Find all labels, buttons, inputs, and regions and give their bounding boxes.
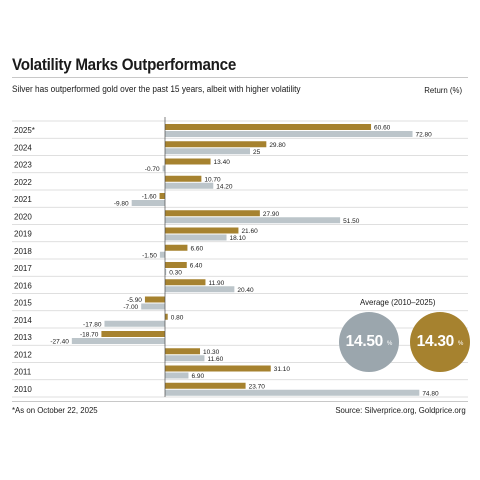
gold-bar	[165, 141, 267, 148]
year-label: 2021	[14, 195, 32, 204]
silver-bar	[165, 389, 420, 396]
value-label: 72.80	[416, 132, 433, 139]
value-label: 25	[253, 149, 261, 156]
value-label: 6.90	[191, 373, 204, 380]
gold-bar	[159, 193, 165, 199]
value-label: 51.50	[343, 218, 360, 225]
year-label: 2013	[14, 333, 32, 342]
year-label: 2019	[14, 230, 32, 239]
footnote: *As on October 22, 2025	[12, 405, 98, 415]
silver-bar	[159, 251, 165, 258]
year-label: 2010	[14, 385, 32, 394]
value-label: 20.40	[237, 287, 254, 294]
value-label: 13.40	[214, 159, 231, 166]
gold-bar	[165, 382, 246, 389]
silver-bar	[71, 338, 165, 344]
value-label: 23.70	[249, 383, 266, 390]
silver-bar	[165, 355, 205, 362]
year-label: 2017	[14, 264, 32, 273]
title-divider	[12, 77, 468, 78]
gold-average-unit: %	[457, 341, 464, 347]
value-label: 0.80	[171, 314, 184, 321]
gold-bar	[165, 262, 187, 268]
gold-average-bubble: 14.30%	[410, 312, 470, 372]
year-label: 2022	[14, 178, 32, 187]
silver-bar	[165, 234, 227, 241]
source-note: Source: Silverprice.org, Goldprice.org	[335, 405, 466, 415]
gold-bar	[165, 348, 201, 355]
year-label: 2015	[14, 299, 32, 308]
value-label: 11.60	[207, 356, 223, 363]
value-label: -17.80	[83, 321, 102, 328]
gold-bar	[165, 124, 372, 130]
silver-bar	[162, 165, 165, 172]
footer-divider	[12, 401, 468, 402]
unit-label: Return (%)	[424, 85, 462, 95]
value-label: 10.70	[204, 176, 221, 183]
silver-bar	[165, 182, 214, 189]
value-label: 6.60	[190, 245, 203, 252]
value-label: -0.70	[145, 166, 160, 173]
silver-bar	[165, 372, 189, 379]
silver-bar	[165, 217, 341, 224]
year-label: 2012	[14, 350, 32, 359]
gold-bar	[165, 158, 211, 165]
value-label: -1.50	[142, 252, 157, 259]
silver-average-unit: %	[386, 341, 393, 347]
silver-bar	[165, 131, 413, 137]
value-label: 0.30	[169, 270, 182, 277]
year-label: 2020	[14, 212, 32, 221]
value-label: 31.10	[274, 366, 291, 373]
value-label: 14.20	[216, 183, 233, 190]
value-label: 74.80	[422, 390, 439, 397]
value-label: 21.60	[241, 228, 258, 235]
value-label: 6.40	[190, 263, 203, 270]
value-label: 11.90	[208, 280, 224, 287]
gold-bar	[101, 331, 165, 337]
value-label: 27.90	[263, 211, 280, 218]
year-label: 2018	[14, 247, 32, 256]
silver-average-value: 14.50	[345, 333, 384, 350]
value-label: -5.90	[127, 297, 142, 304]
value-label: -1.60	[142, 194, 157, 201]
value-label: 18.10	[230, 235, 247, 242]
value-label: 10.30	[203, 349, 220, 356]
gold-average-value: 14.30	[416, 333, 455, 350]
chart-title: Volatility Marks Outperformance	[12, 56, 236, 74]
chart-subtitle: Silver has outperformed gold over the pa…	[12, 84, 301, 94]
gold-bar	[165, 279, 206, 286]
value-label: 60.60	[374, 125, 391, 132]
average-title: Average (2010–2025)	[360, 297, 436, 307]
value-label: -27.40	[50, 339, 69, 346]
gold-bar	[165, 313, 168, 320]
silver-bar	[165, 148, 250, 155]
silver-bar	[165, 269, 167, 275]
silver-bar	[141, 303, 165, 310]
gold-bar	[165, 227, 239, 234]
year-label: 2011	[14, 368, 32, 377]
silver-bar	[104, 320, 165, 327]
year-label: 2014	[14, 316, 32, 325]
value-label: 29.80	[269, 142, 286, 149]
silver-bar	[165, 286, 235, 293]
value-label: -9.80	[114, 201, 129, 208]
gold-bar	[165, 210, 260, 217]
year-label: 2025*	[14, 126, 35, 135]
value-label: -18.70	[80, 332, 99, 339]
gold-bar	[165, 244, 188, 251]
year-label: 2024	[14, 143, 32, 152]
gold-bar	[144, 296, 165, 303]
silver-bar	[131, 200, 165, 206]
bar-chart: 2025* 60.60 72.80 2024 29.80 25 2023 13.40 -0.70…	[12, 117, 468, 398]
value-label: -7.00	[123, 304, 138, 311]
gold-bar	[165, 365, 271, 372]
gold-bar	[165, 175, 202, 182]
year-label: 2023	[14, 161, 32, 170]
silver-average-bubble: 14.50%	[339, 312, 399, 372]
year-label: 2016	[14, 281, 32, 290]
